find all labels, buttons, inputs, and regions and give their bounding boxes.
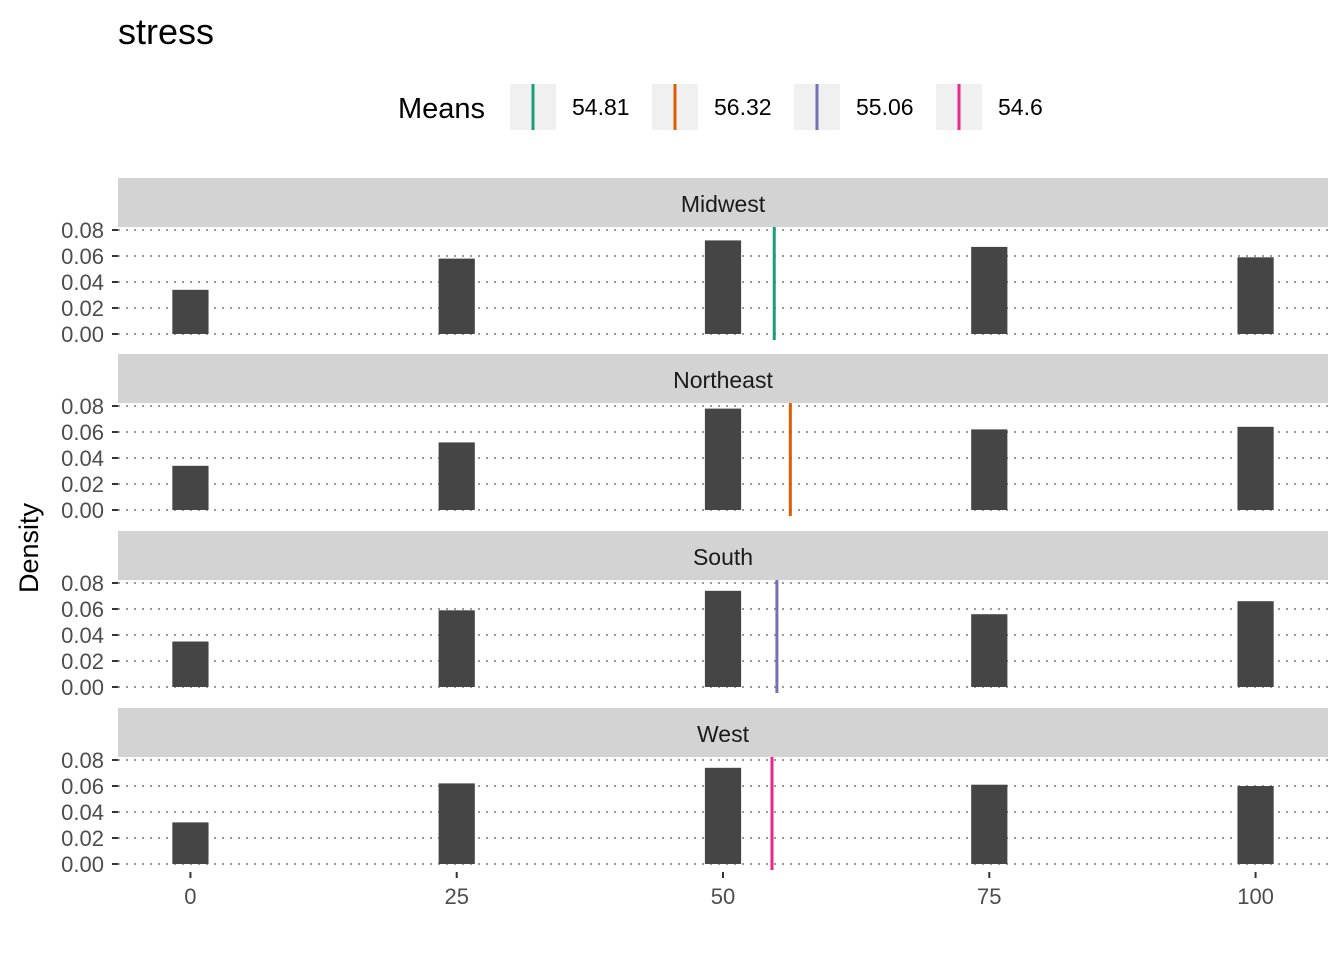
bar [438,783,475,864]
x-tick-label: 25 [444,884,468,909]
facet-strip [118,354,1328,403]
bar [172,465,209,510]
bar [1237,786,1274,864]
legend-label: 54.81 [572,94,630,120]
y-tick-label: 0.02 [61,649,104,674]
bar [1237,257,1274,334]
y-tick-label: 0.06 [61,774,104,799]
y-tick-label: 0.08 [61,748,104,773]
x-tick-label: 50 [711,884,735,909]
x-tick-label: 75 [977,884,1001,909]
x-tick-label: 0 [184,884,196,909]
y-tick-label: 0.00 [61,498,104,523]
legend-title: Means [398,93,485,125]
facet-panel-south: South 0.000.020.040.060.08 [61,531,1328,700]
bar [172,641,209,687]
chart-title: stress [118,11,214,52]
legend-label: 56.32 [714,94,772,120]
bar [971,246,1008,334]
legend-label: 54.6 [998,94,1043,120]
facet-panel-west: West 0.000.020.040.060.08 [61,708,1328,877]
y-tick-label: 0.04 [61,800,104,825]
bar [971,784,1008,864]
facet-strip [118,708,1328,757]
bar [438,610,475,687]
bar [704,408,742,510]
facet-panel-midwest: Midwest 0.000.020.040.060.08 [61,178,1328,347]
y-tick-label: 0.06 [61,244,104,269]
bar [971,429,1008,510]
bar [438,258,475,334]
y-tick-label: 0.04 [61,446,104,471]
y-tick-label: 0.02 [61,472,104,497]
bar [172,289,209,334]
x-axis: 0 25 50 75 100 [184,872,1274,909]
bar [438,442,475,510]
y-tick-label: 0.08 [61,218,104,243]
facet-panel-northeast: Northeast 0.000.020.040.060.08 [61,354,1328,523]
bar [704,590,742,687]
facet-strip-label: Midwest [681,191,766,217]
legend-label: 55.06 [856,94,914,120]
y-tick-label: 0.04 [61,270,104,295]
y-tick-label: 0.06 [61,420,104,445]
y-tick-label: 0.08 [61,571,104,596]
bar [971,614,1008,687]
facet-strip-label: South [693,544,753,570]
bar [1237,601,1274,687]
facet-strip-label: West [697,721,750,747]
facet-strip-label: Northeast [673,367,773,393]
y-tick-label: 0.08 [61,394,104,419]
y-tick-label: 0.04 [61,623,104,648]
y-tick-label: 0.06 [61,597,104,622]
y-tick-label: 0.02 [61,296,104,321]
y-axis-label: Density [14,502,44,593]
legend: Means 54.81 56.32 55.06 54.6 [398,84,1043,130]
facet-strip [118,178,1328,227]
bar [1237,426,1274,510]
bar [172,822,209,864]
bar [704,767,742,864]
y-tick-label: 0.00 [61,852,104,877]
y-tick-label: 0.02 [61,826,104,851]
facet-panels: Midwest0.000.020.040.060.08Northeast0.00… [61,178,1328,877]
x-tick-label: 100 [1237,884,1274,909]
facet-strip [118,531,1328,580]
bar [704,240,742,334]
y-tick-label: 0.00 [61,675,104,700]
y-tick-label: 0.00 [61,322,104,347]
